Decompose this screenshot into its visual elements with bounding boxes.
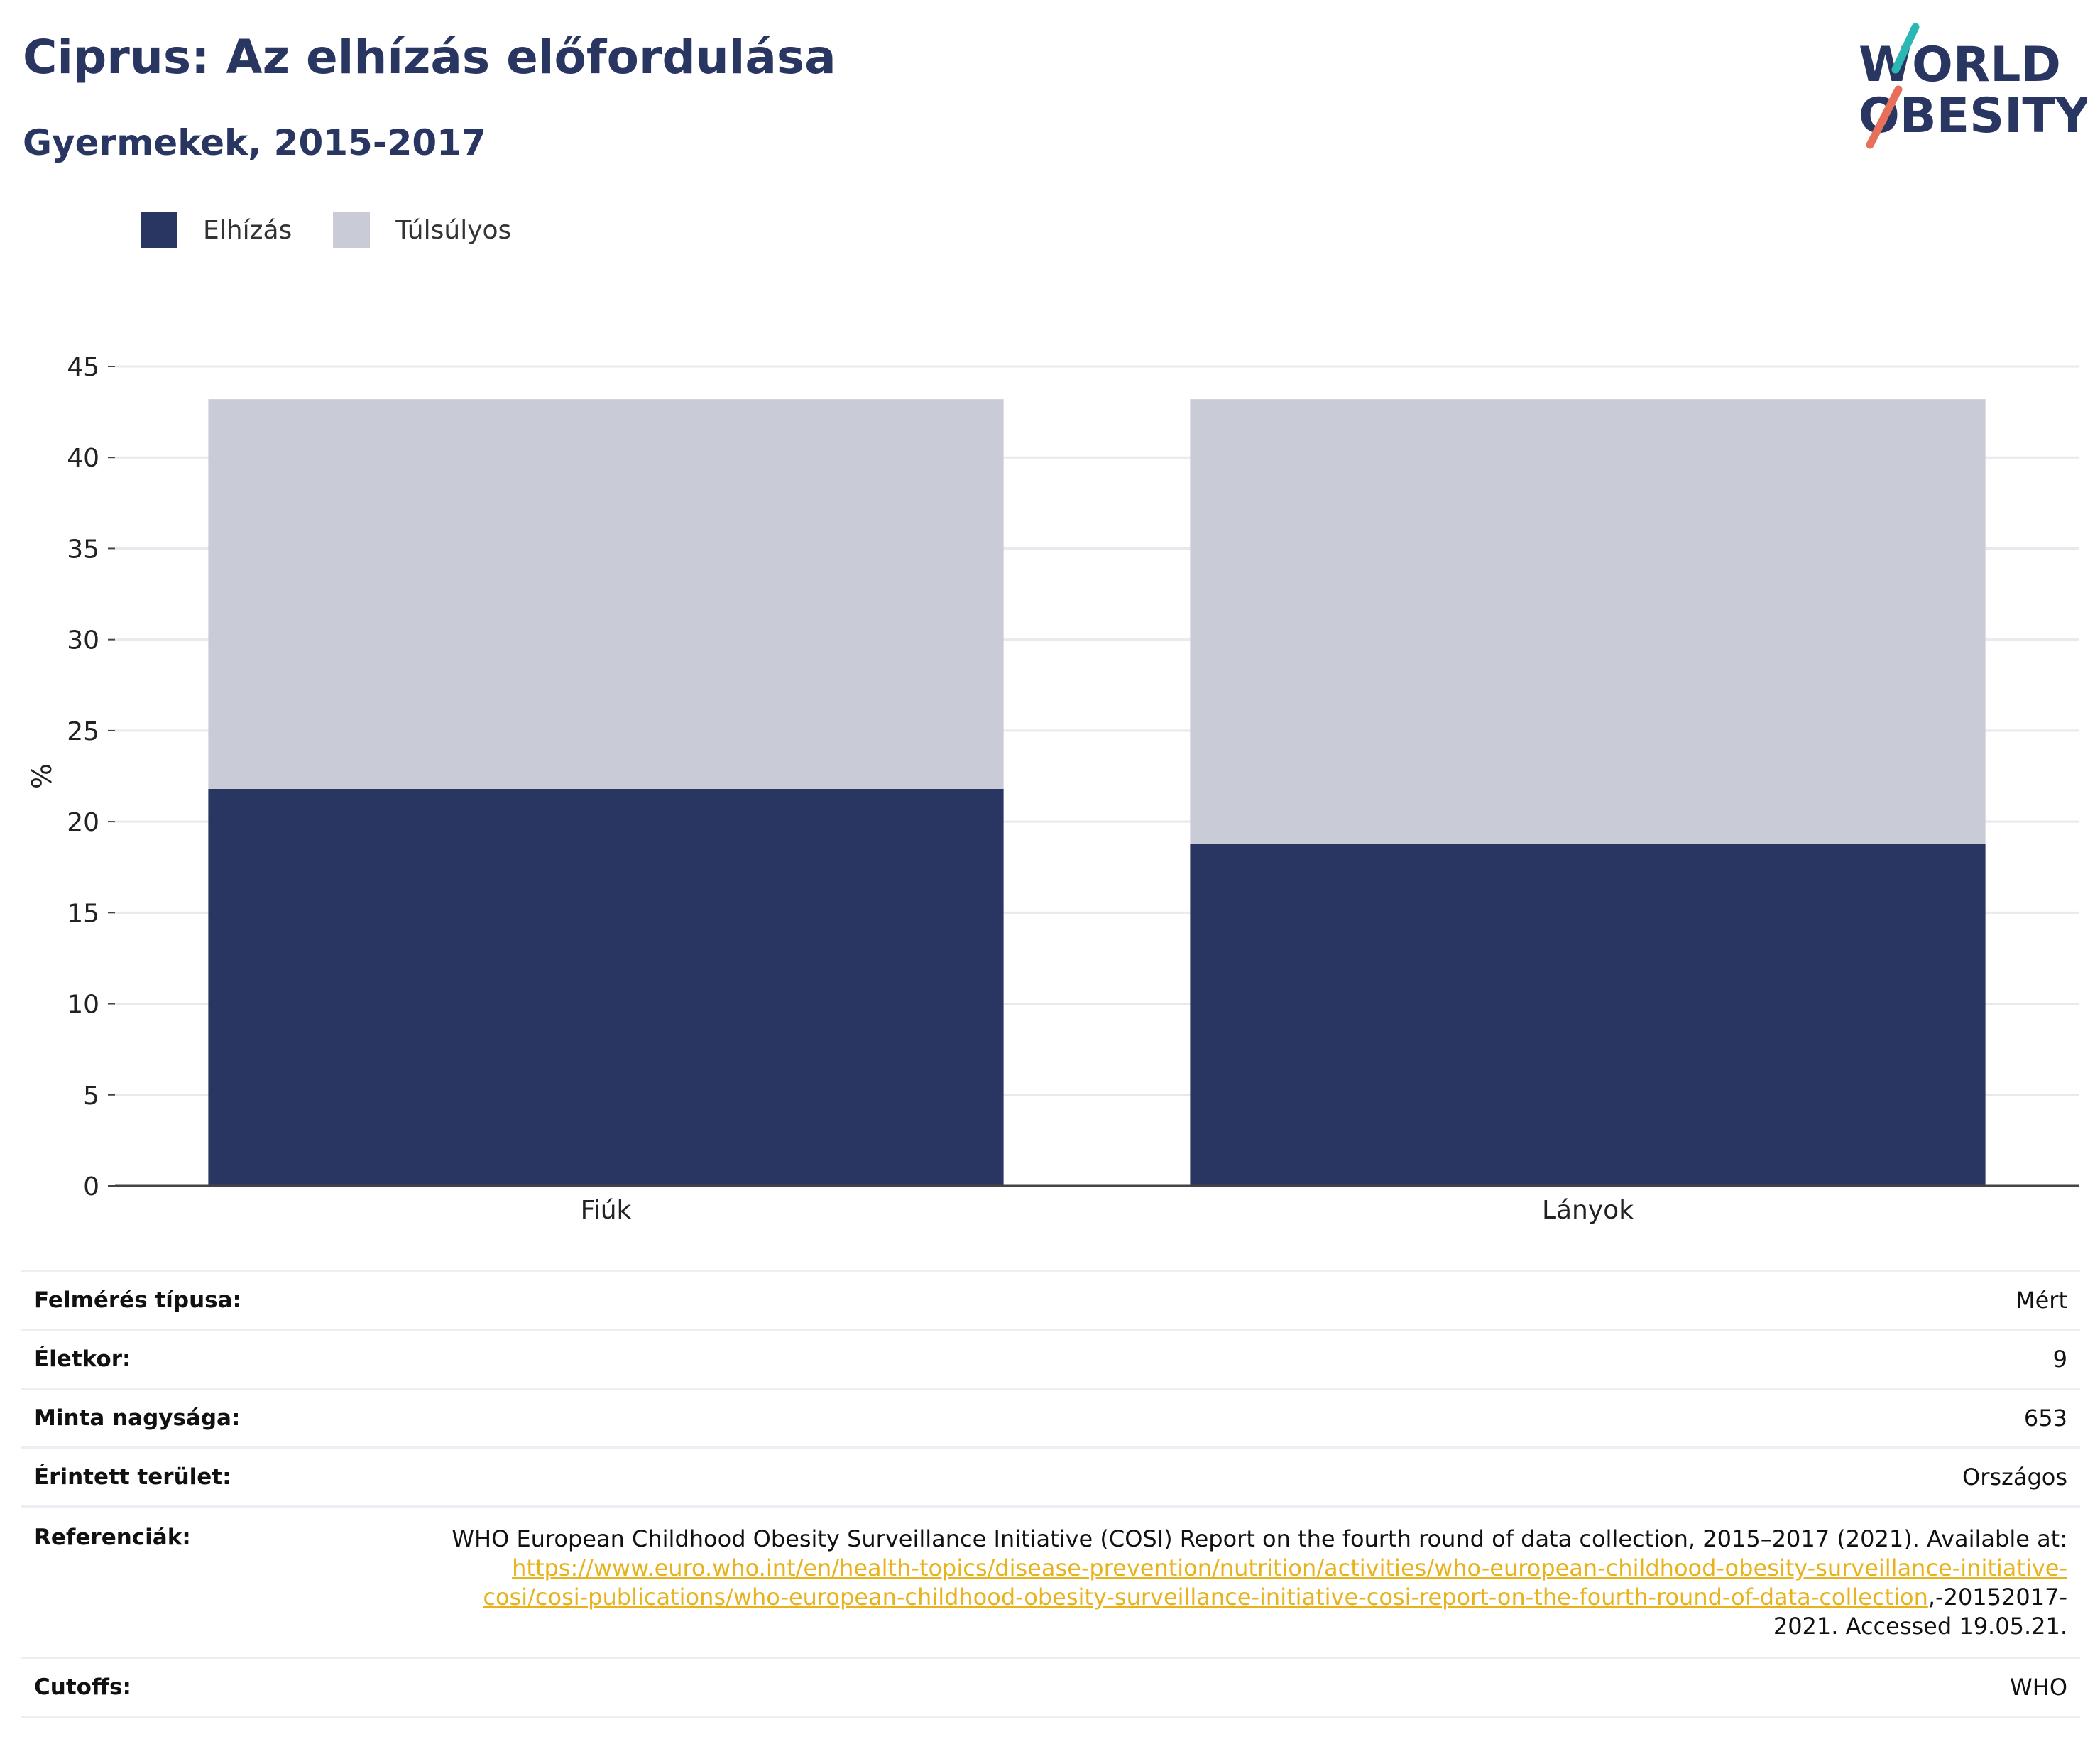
meta-label-cutoffs: Cutoffs:: [34, 1674, 131, 1700]
bar-túlsúlyos-0: [208, 399, 1004, 789]
legend: Elhízás Túlsúlyos: [141, 212, 552, 249]
y-tick-label: 40: [67, 444, 99, 473]
bar-túlsúlyos-1: [1190, 399, 1986, 844]
y-axis-title: %: [26, 763, 58, 789]
bar-elhízás-1: [1190, 843, 1986, 1186]
meta-value-sample-size: 653: [2023, 1404, 2067, 1432]
meta-row-area: Érintett terület: Országos: [21, 1449, 2080, 1508]
y-tick-label: 35: [67, 535, 99, 564]
x-tick-label: Fiúk: [581, 1196, 632, 1225]
reference-text: WHO European Childhood Obesity Surveilla…: [452, 1525, 2067, 1552]
meta-value-references: WHO European Childhood Obesity Surveilla…: [449, 1525, 2067, 1641]
y-tick-label: 25: [67, 717, 99, 746]
meta-label-area: Érintett terület:: [34, 1464, 231, 1490]
reference-link[interactable]: https://www.euro.who.int/en/health-topic…: [483, 1554, 2067, 1611]
chart-subtitle: Gyermekek, 2015-2017: [23, 122, 486, 163]
meta-label-survey-type: Felmérés típusa:: [34, 1287, 241, 1313]
meta-row-sample-size: Minta nagysága: 653: [21, 1390, 2080, 1449]
y-tick-label: 0: [83, 1172, 99, 1202]
chart-title: Ciprus: Az elhízás előfordulása: [23, 30, 836, 85]
meta-row-references: Referenciák: WHO European Childhood Obes…: [21, 1508, 2080, 1659]
reference-text-after: ,-20152017-2021. Accessed 19.05.21.: [1773, 1584, 2067, 1640]
y-tick-label: 10: [67, 991, 99, 1020]
legend-swatch-tulsulyos: [333, 212, 371, 248]
meta-row-age: Életkor: 9: [21, 1331, 2080, 1390]
metadata-table: Felmérés típusa: Mért Életkor: 9 Minta n…: [21, 1270, 2080, 1718]
meta-row-survey-type: Felmérés típusa: Mért: [21, 1272, 2080, 1331]
meta-row-cutoffs: Cutoffs: WHO: [21, 1659, 2080, 1718]
world-obesity-logo: WORLD OBESITY: [1859, 23, 2087, 149]
bar-elhízás-0: [208, 788, 1004, 1186]
meta-label-sample-size: Minta nagysága:: [34, 1405, 241, 1431]
legend-item-elhizas[interactable]: Elhízás: [141, 212, 292, 248]
x-tick-label: Lányok: [1542, 1196, 1634, 1225]
y-tick-label: 30: [67, 626, 99, 655]
y-tick-label: 20: [67, 808, 99, 837]
legend-label-elhizas: Elhízás: [203, 215, 292, 245]
logo-slash-teal-icon: [1891, 23, 1920, 74]
legend-swatch-elhizas: [141, 212, 177, 248]
logo-slash-coral-icon: [1866, 85, 1903, 149]
meta-label-references: Referenciák:: [34, 1525, 191, 1550]
meta-value-area: Országos: [1962, 1463, 2067, 1491]
meta-label-age: Életkor:: [34, 1346, 131, 1372]
meta-value-survey-type: Mért: [2016, 1286, 2067, 1314]
legend-item-tulsulyos[interactable]: Túlsúlyos: [333, 212, 511, 248]
stacked-bar-chart: 0 5 10 15 20 25 30 35 40 45% Fiúk Lányok: [26, 353, 2079, 1225]
legend-label-tulsulyos: Túlsúlyos: [395, 215, 512, 245]
y-tick-label: 45: [67, 353, 99, 382]
meta-value-age: 9: [2052, 1345, 2067, 1373]
meta-value-cutoffs: WHO: [2010, 1673, 2067, 1701]
logo-line1: WORLD: [1859, 37, 2061, 93]
y-tick-label: 5: [83, 1081, 99, 1111]
y-tick-label: 15: [67, 899, 99, 928]
